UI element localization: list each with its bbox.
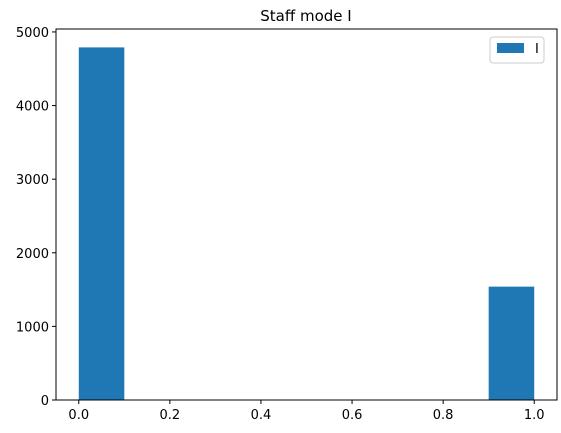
histogram-bar-0 [78, 47, 125, 401]
y-axis: 0 1000 2000 3000 4000 5000 [16, 26, 56, 409]
chart-title: Staff mode I [260, 7, 351, 25]
x-tick-label: 0.2 [160, 408, 181, 423]
y-tick-label: 3000 [16, 173, 49, 188]
bars-group [78, 47, 535, 401]
legend: I [489, 36, 545, 64]
legend-label: I [535, 42, 539, 57]
y-tick-label: 1000 [16, 320, 49, 335]
legend-swatch [497, 43, 524, 53]
y-tick-label: 0 [41, 394, 49, 409]
x-tick-label: 0.8 [433, 408, 454, 423]
y-tick-label: 2000 [16, 247, 49, 262]
y-tick-label: 5000 [16, 26, 49, 41]
x-tick-label: 0.6 [342, 408, 363, 423]
y-tick-label: 4000 [16, 100, 49, 115]
histogram-bar-1 [488, 286, 535, 400]
x-tick-label: 0.4 [251, 408, 272, 423]
x-axis: 0.0 0.2 0.4 0.6 0.8 1.0 [68, 400, 545, 423]
plot-frame [55, 28, 558, 401]
x-tick-label: 1.0 [524, 408, 545, 423]
x-tick-label: 0.0 [68, 408, 89, 423]
